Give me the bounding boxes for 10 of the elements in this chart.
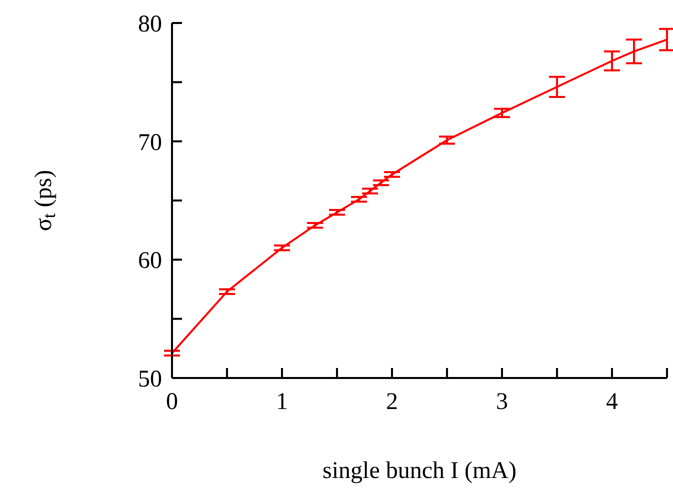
y-tick-label: 50 xyxy=(138,366,162,393)
x-axis-title: single bunch I (mA) xyxy=(322,458,516,484)
x-tick-label: 4 xyxy=(606,389,618,416)
x-tick-label: 0 xyxy=(166,389,178,416)
y-tick-label: 70 xyxy=(138,130,162,156)
x-tick-label: 1 xyxy=(276,389,288,416)
y-tick-label: 60 xyxy=(138,248,162,274)
x-tick-label: 3 xyxy=(496,389,508,416)
x-tick-label: 2 xyxy=(386,389,398,416)
y-tick-label: 80 xyxy=(138,12,162,38)
